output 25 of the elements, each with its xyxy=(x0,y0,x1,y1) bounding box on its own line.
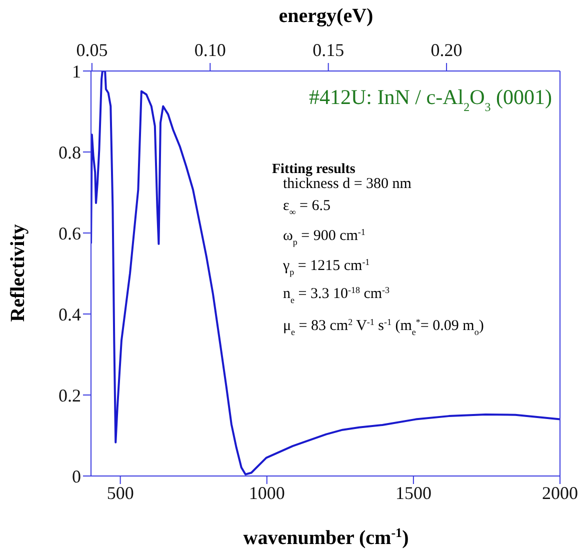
y-tick-label: 0.8 xyxy=(58,142,81,162)
annotation: ω$_{p}$ = 900 cm$^{-1}$ xyxy=(283,227,366,247)
y-tick-label: 0.6 xyxy=(58,223,81,244)
y-tick-label: 1 xyxy=(72,61,81,82)
x2-tick-label: 0.20 xyxy=(430,40,462,60)
annotation: γ$_{p}$ = 1215 cm$^{-1}$ xyxy=(282,257,370,277)
y-tick-label: 0.2 xyxy=(58,385,81,406)
x-tick-label: 1500 xyxy=(395,482,432,503)
x2-axis-title: energy(eV) xyxy=(278,5,374,27)
y-tick-label: 0.4 xyxy=(58,304,81,324)
y-axis-title: Reflectivity xyxy=(7,224,29,322)
x2-tick-label: 0.15 xyxy=(312,40,344,60)
x2-tick-label: 0.10 xyxy=(194,40,226,60)
annotation: #412U: InN / c-Al$_{2}$O$_{3}$ (0001) xyxy=(309,85,552,114)
annotation: ε$_{∞}$ = 6.5 xyxy=(283,198,330,217)
annotation: Fitting results xyxy=(272,162,356,177)
y-tick-label: 0 xyxy=(72,466,81,486)
x2-tick-label: 0.05 xyxy=(76,40,108,60)
x-tick-label: 1000 xyxy=(248,482,285,503)
annotation: n$_{e}$ = 3.3 10$^{-18}$ cm$^{-3}$ xyxy=(283,285,390,305)
annotation: thickness d = 380 nm xyxy=(283,176,412,192)
x-axis-title: wavenumber (cm$^{-1}$) xyxy=(243,524,409,549)
text: μ$_{e}$ = 83 cm$^{2}$ V$^{-1}$ s$^{-1}$ (m$_{e}$$^{*}$= 0.09 m$_{o}$) xyxy=(283,317,484,337)
x-tick-label: 500 xyxy=(106,482,134,503)
x-tick-label: 2000 xyxy=(542,482,578,503)
